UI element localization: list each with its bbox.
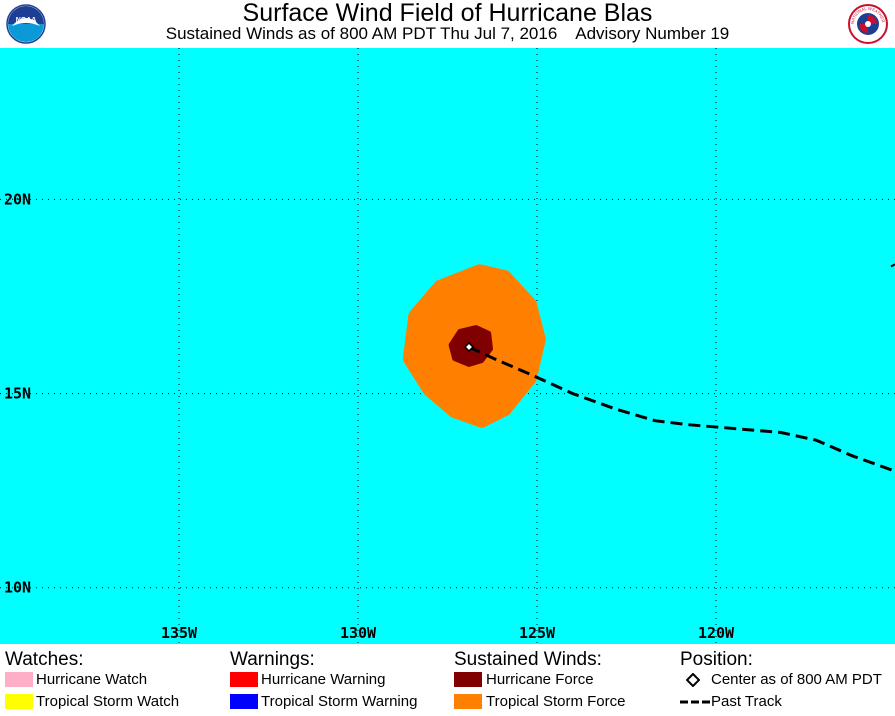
past-track-line <box>468 345 895 473</box>
hurricane-warning-label: Hurricane Warning <box>261 671 386 688</box>
tropical-storm-force-label: Tropical Storm Force <box>486 693 626 710</box>
longitude-tick-label: 125W <box>519 624 556 642</box>
center-position-label: Center as of 800 AM PDT <box>711 671 882 688</box>
dashed-line-icon <box>680 700 710 704</box>
hurricane-wind-map: 135W 130W 125W 120W 20N 15N 10N <box>0 48 895 644</box>
legend-winds-heading: Sustained Winds: <box>454 649 602 670</box>
noaa-logo-icon: NOAA <box>6 4 46 44</box>
hurricane-watch-swatch <box>5 672 33 687</box>
past-track-label: Past Track <box>711 693 782 710</box>
latitude-tick-label: 20N <box>4 190 31 208</box>
latitude-tick-label: 15N <box>4 385 31 403</box>
header: NOAA Surface Wind Field of Hurricane Bla… <box>0 0 895 48</box>
longitude-tick-label: 120W <box>698 624 735 642</box>
storm-center-diamond-icon <box>463 341 475 353</box>
track-edge-mark <box>890 263 895 268</box>
latitude-tick-label: 10N <box>4 579 31 597</box>
diamond-icon <box>686 673 700 687</box>
longitude-tick-label: 130W <box>340 624 377 642</box>
legend-warnings-heading: Warnings: <box>230 649 315 670</box>
axis-tick-labels: 135W 130W 125W 120W 20N 15N 10N <box>4 190 735 642</box>
map-subtitle: Sustained Winds as of 800 AM PDT Thu Jul… <box>165 24 730 43</box>
legend-position-heading: Position: <box>680 649 753 670</box>
tropical-storm-warning-label: Tropical Storm Warning <box>261 693 418 710</box>
legend-watches-heading: Watches: <box>5 649 84 670</box>
tropical-storm-warning-swatch <box>230 694 258 709</box>
map-legend: Watches: Hurricane Watch Tropical Storm … <box>0 644 895 716</box>
hurricane-warning-swatch <box>230 672 258 687</box>
tropical-storm-watch-label: Tropical Storm Watch <box>36 693 180 710</box>
noaa-logo-text: NOAA <box>16 17 37 24</box>
nws-logo-icon: NATIONAL WEATHER SERVICE <box>848 4 888 44</box>
hurricane-force-label: Hurricane Force <box>486 671 594 688</box>
longitude-tick-label: 135W <box>161 624 198 642</box>
tropical-storm-watch-swatch <box>5 694 33 709</box>
hurricane-force-swatch <box>454 672 482 687</box>
tropical-storm-force-swatch <box>454 694 482 709</box>
map-title: Surface Wind Field of Hurricane Blas <box>242 0 653 27</box>
hurricane-watch-label: Hurricane Watch <box>36 671 148 688</box>
